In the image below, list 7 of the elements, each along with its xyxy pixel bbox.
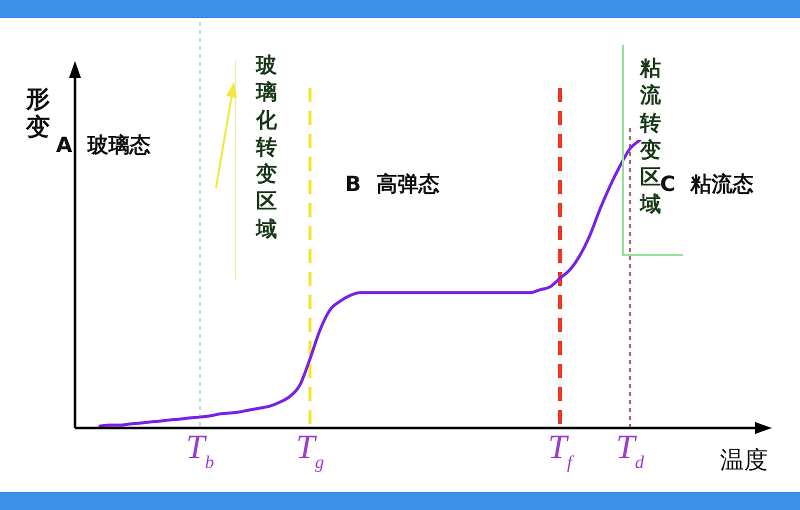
x-axis-title: 温度 xyxy=(720,445,768,476)
annotation: C 粘流态 xyxy=(660,172,754,196)
y-axis-title: 形变 xyxy=(26,85,51,142)
annotation: A 玻璃态 xyxy=(56,132,151,159)
annotation: 玻璃化转变区域 xyxy=(256,52,278,243)
annotation: 粘流转变区域 xyxy=(640,55,661,218)
annotation: B 高弹态 xyxy=(345,171,440,198)
